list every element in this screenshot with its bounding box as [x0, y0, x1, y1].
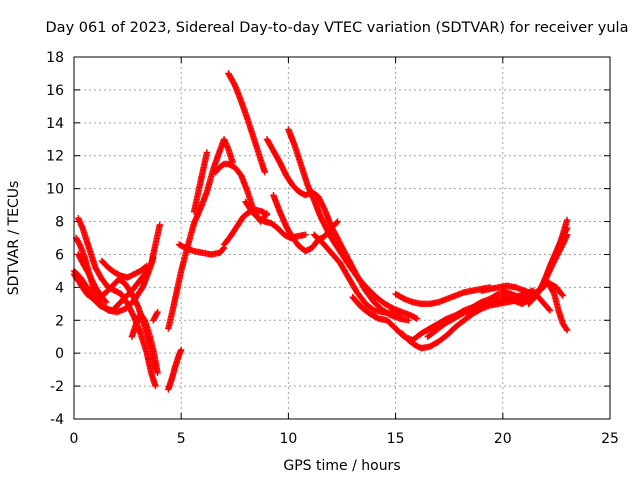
y-tick-label: 10	[46, 182, 64, 198]
data-point	[563, 325, 570, 333]
y-tick-label: 6	[55, 247, 64, 263]
data-point	[563, 216, 571, 224]
series-trace-e	[75, 251, 110, 306]
data-point	[102, 297, 109, 305]
x-tick-label: 10	[279, 431, 297, 447]
data-point	[142, 263, 150, 270]
y-tick-label: -4	[50, 412, 64, 428]
data-point	[262, 211, 270, 218]
series-trace-l	[190, 149, 211, 215]
series-trace-c	[75, 215, 159, 390]
series-trace-o	[225, 70, 269, 176]
data-point	[263, 210, 271, 217]
data-point	[545, 306, 553, 313]
data-point	[156, 221, 163, 229]
y-tick-labels: -4 -2 0 2 4 6 8 10 12 14 16 18	[46, 50, 64, 428]
series-trace-f	[98, 257, 151, 281]
data-point	[178, 346, 185, 354]
series-trace-g	[128, 310, 161, 377]
series-trace-m	[220, 206, 271, 248]
x-tick-label: 5	[177, 431, 186, 447]
series-trace-ab	[499, 231, 571, 303]
y-tick-label: 2	[55, 313, 64, 329]
data-point	[302, 231, 309, 238]
data-points	[70, 70, 571, 393]
x-tick-label: 20	[494, 431, 512, 447]
data-point	[563, 231, 571, 238]
x-tick-label: 0	[70, 431, 79, 447]
data-point	[150, 254, 157, 261]
series-trace-i	[165, 346, 185, 393]
y-tick-label: 14	[46, 116, 64, 132]
data-point	[152, 382, 159, 390]
y-tick-label: 8	[55, 215, 64, 231]
y-tick-label: 18	[46, 50, 64, 66]
data-point	[143, 262, 151, 270]
x-tick-label: 25	[601, 431, 619, 447]
data-point	[203, 149, 211, 156]
y-tick-label: 16	[46, 83, 64, 99]
y-tick-label: -2	[50, 379, 64, 395]
data-point	[334, 218, 341, 225]
plot-frame	[73, 56, 611, 420]
data-point	[563, 326, 571, 334]
series-trace-w	[392, 284, 494, 308]
data-point	[154, 369, 161, 377]
y-tick-label: 4	[55, 280, 64, 296]
data-point	[153, 310, 161, 317]
data-point	[220, 245, 227, 253]
data-point	[405, 317, 412, 324]
x-tick-labels: 0 5 10 15 20 25	[70, 431, 619, 447]
series-trace-s	[242, 198, 309, 242]
data-point	[396, 312, 404, 319]
data-point	[154, 308, 161, 316]
data-point	[102, 298, 110, 306]
chart-title: Day 061 of 2023, Sidereal Day-to-day VTE…	[46, 20, 629, 36]
series-trace-j	[165, 136, 236, 332]
data-point	[261, 168, 269, 176]
x-tick-label: 15	[387, 431, 405, 447]
data-point	[546, 307, 554, 314]
data-point	[559, 292, 567, 299]
y-axis-label: SDTVAR / TECUs	[6, 181, 22, 296]
series-trace-k	[175, 241, 228, 258]
series-trace-t	[310, 231, 404, 319]
y-tick-label: 0	[55, 346, 64, 362]
x-axis-label: GPS time / hours	[283, 458, 400, 474]
data-point	[333, 219, 340, 226]
data-point	[413, 315, 421, 322]
series-trace-h	[150, 308, 161, 324]
data-point	[558, 291, 566, 298]
y-tick-label: 12	[46, 149, 64, 165]
grid	[74, 57, 610, 419]
